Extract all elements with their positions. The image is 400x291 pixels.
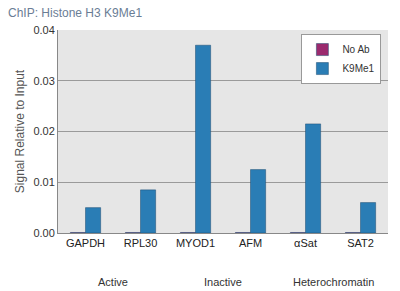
svg-text:Heterochromatin: Heterochromatin xyxy=(293,276,374,288)
svg-text:Inactive: Inactive xyxy=(204,276,242,288)
svg-text:Signal Relative to Input: Signal Relative to Input xyxy=(13,69,27,193)
svg-text:0.03: 0.03 xyxy=(33,75,54,87)
svg-text:K9Me1: K9Me1 xyxy=(342,63,374,74)
svg-text:SAT2: SAT2 xyxy=(347,237,374,249)
svg-text:0.01: 0.01 xyxy=(33,176,54,188)
svg-text:GAPDH: GAPDH xyxy=(66,237,105,249)
svg-text:0.02: 0.02 xyxy=(33,125,54,137)
svg-text:MYOD1: MYOD1 xyxy=(176,237,215,249)
svg-text:0.00: 0.00 xyxy=(33,227,54,239)
svg-text:ChIP: Histone H3 K9Me1: ChIP: Histone H3 K9Me1 xyxy=(8,6,142,20)
svg-text:AFM: AFM xyxy=(239,237,262,249)
svg-text:0.04: 0.04 xyxy=(33,24,54,36)
svg-text:No Ab: No Ab xyxy=(342,44,370,55)
svg-text:Active: Active xyxy=(98,276,128,288)
svg-text:αSat: αSat xyxy=(294,237,317,249)
svg-text:RPL30: RPL30 xyxy=(124,237,158,249)
